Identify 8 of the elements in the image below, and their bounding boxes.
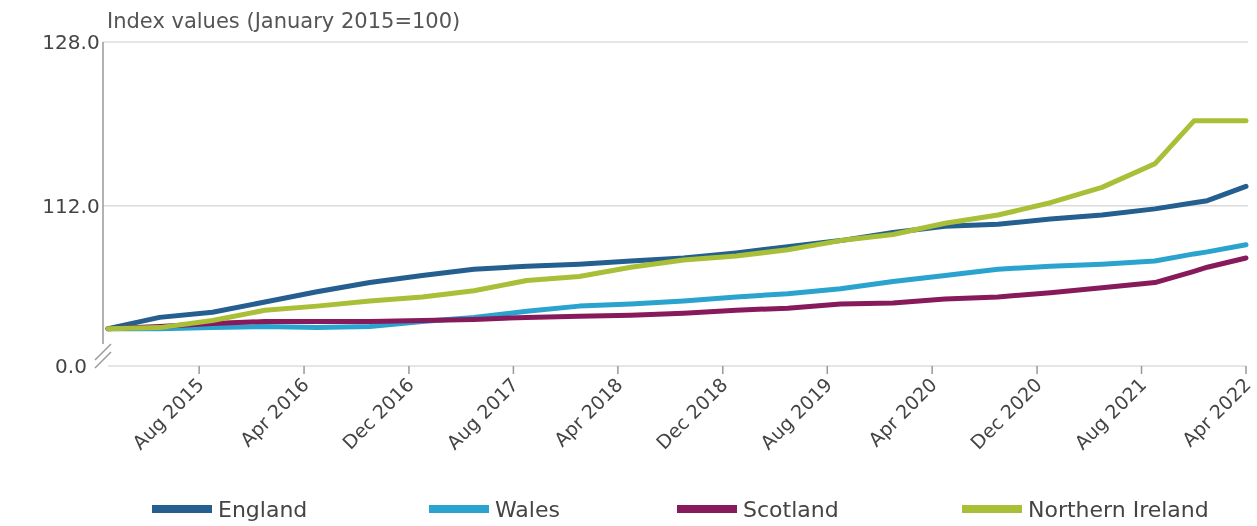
legend-label: Wales — [495, 497, 560, 522]
y-tick-label: 112.0 — [42, 193, 100, 218]
legend-label: Scotland — [743, 497, 839, 522]
text: 0.0 — [55, 354, 87, 378]
legend-label: England — [218, 497, 308, 522]
y-tick-label: 128.0 — [42, 30, 100, 54]
text: Index values (January 2015=100) — [107, 9, 461, 33]
legend-label: Northern Ireland — [1028, 497, 1209, 522]
